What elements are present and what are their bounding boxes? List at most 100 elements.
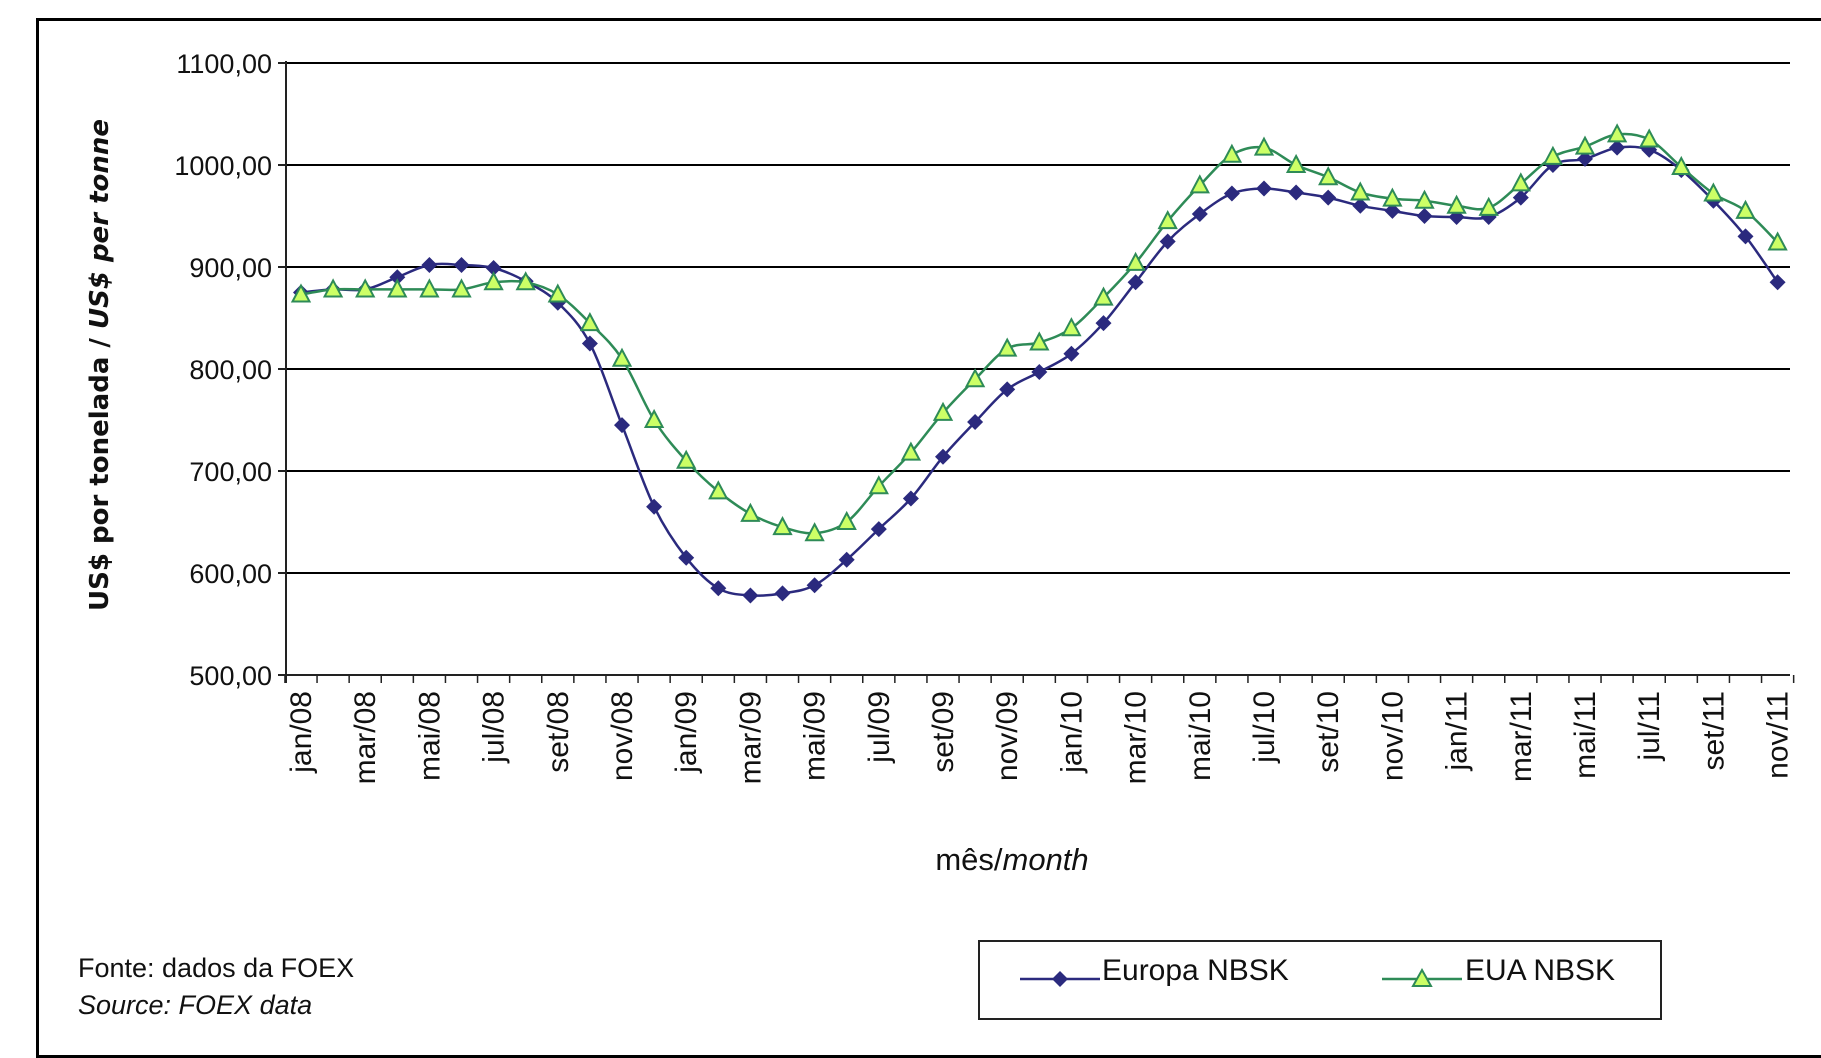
- x-axis-label-en: month: [1003, 842, 1089, 877]
- data-point: [579, 311, 601, 332]
- data-point: [870, 521, 887, 538]
- data-point: [1318, 166, 1339, 186]
- data-point: [710, 580, 727, 597]
- data-point: [1639, 128, 1660, 148]
- series-eua-nbsk: [290, 123, 1788, 542]
- data-point: [1606, 123, 1628, 143]
- data-point: [515, 271, 536, 291]
- data-point: [1125, 251, 1146, 271]
- x-tick-label: nov/08: [606, 691, 639, 781]
- x-axis-label: mês/month: [935, 842, 1088, 877]
- data-point: [1703, 182, 1724, 202]
- x-tick-label: jul/09: [863, 691, 896, 764]
- data-point: [774, 585, 791, 602]
- data-point: [1127, 274, 1144, 291]
- data-point: [1542, 145, 1564, 165]
- data-point: [1031, 364, 1048, 381]
- x-tick-label: mar/08: [349, 691, 382, 784]
- data-point: [1159, 233, 1176, 250]
- x-tick-label: mai/10: [1184, 691, 1217, 781]
- data-point: [1191, 205, 1208, 222]
- x-tick-label: jan/09: [670, 691, 703, 774]
- x-tick-labels: jan/08 mar/08 mai/08 jul/08 set/08 nov/08 jan/…: [285, 691, 1795, 784]
- data-point: [451, 278, 472, 298]
- data-point: [742, 587, 759, 604]
- data-point: [1253, 136, 1275, 156]
- data-point: [1574, 135, 1596, 155]
- data-point: [1223, 185, 1240, 202]
- data-point: [1320, 189, 1337, 206]
- x-tick-label: mai/08: [413, 691, 446, 781]
- y-tick-labels: 500,00 600,00 700,00 800,00 900,00 1000,00 110…: [174, 49, 272, 691]
- data-point: [708, 480, 729, 500]
- data-point: [999, 381, 1016, 398]
- legend-label-europa: Europa NBSK: [1102, 954, 1289, 987]
- x-tick-label: mar/10: [1120, 691, 1153, 784]
- data-point: [1416, 208, 1433, 224]
- x-tick-label: mai/11: [1569, 691, 1602, 779]
- chart-legend: Europa NBSK EUA NBSK: [978, 940, 1662, 1020]
- data-point: [1671, 155, 1692, 176]
- data-point: [581, 335, 598, 352]
- data-point: [1735, 199, 1756, 219]
- x-tick-label: set/10: [1312, 691, 1345, 773]
- data-point: [1352, 197, 1369, 214]
- data-point: [421, 256, 438, 273]
- x-tick-label: jul/11: [1633, 691, 1666, 762]
- data-point: [1382, 187, 1403, 207]
- source-note-pt: Fonte: dados da FOEX: [78, 953, 355, 983]
- data-point: [611, 347, 633, 367]
- data-point: [485, 260, 502, 277]
- legend-label-eua: EUA NBSK: [1465, 954, 1616, 987]
- x-tick-label: set/08: [542, 691, 575, 773]
- data-point: [1384, 202, 1401, 219]
- data-point: [1288, 184, 1305, 201]
- data-point: [836, 510, 857, 530]
- data-point: [740, 502, 761, 522]
- data-point: [355, 278, 376, 298]
- data-point: [1256, 180, 1272, 197]
- data-point: [1157, 209, 1178, 230]
- data-point: [1609, 139, 1626, 156]
- data-point: [1285, 153, 1307, 173]
- data-point: [1029, 331, 1050, 351]
- data-point: [804, 522, 825, 542]
- data-point: [1414, 189, 1435, 209]
- x-tick-label: jan/10: [1055, 691, 1088, 774]
- data-point: [1737, 228, 1754, 245]
- data-point: [1769, 274, 1786, 291]
- data-point: [1767, 231, 1788, 251]
- data-point: [614, 417, 630, 434]
- y-tick-label: 1000,00: [174, 151, 272, 181]
- x-tick-label: jan/08: [285, 691, 318, 774]
- y-tick-label: 800,00: [189, 355, 272, 385]
- x-tick-label: nov/11: [1762, 691, 1795, 779]
- data-point: [453, 256, 470, 273]
- x-tick-label: set/09: [927, 691, 960, 773]
- legend-marker-europa: [1020, 971, 1100, 987]
- data-point: [322, 278, 344, 298]
- source-note-en: Source: FOEX data: [78, 990, 313, 1020]
- x-tick-label: mar/09: [734, 691, 767, 784]
- data-point: [389, 269, 406, 286]
- data-point: [676, 449, 697, 469]
- data-point: [1061, 317, 1082, 337]
- line-chart: 500,00 600,00 700,00 800,00 900,00 1000,00 110…: [85, 49, 1795, 877]
- x-tick-label: jul/10: [1248, 691, 1281, 764]
- x-tick-label: jan/11: [1441, 691, 1474, 772]
- y-tick-label: 500,00: [189, 661, 272, 691]
- axes: [278, 61, 1795, 683]
- data-point: [1510, 172, 1531, 192]
- y-tick-label: 600,00: [189, 559, 272, 589]
- data-point: [547, 283, 568, 303]
- data-point: [902, 490, 919, 507]
- data-point: [1350, 181, 1371, 201]
- x-tick-label: mar/11: [1505, 691, 1538, 782]
- data-point: [1063, 345, 1080, 362]
- data-point: [1093, 286, 1114, 306]
- y-axis-label-pt: US$ por tonelada /: [85, 329, 115, 611]
- data-point: [387, 278, 408, 298]
- data-point: [1095, 315, 1112, 332]
- data-point: [1221, 143, 1243, 163]
- data-point: [806, 577, 823, 594]
